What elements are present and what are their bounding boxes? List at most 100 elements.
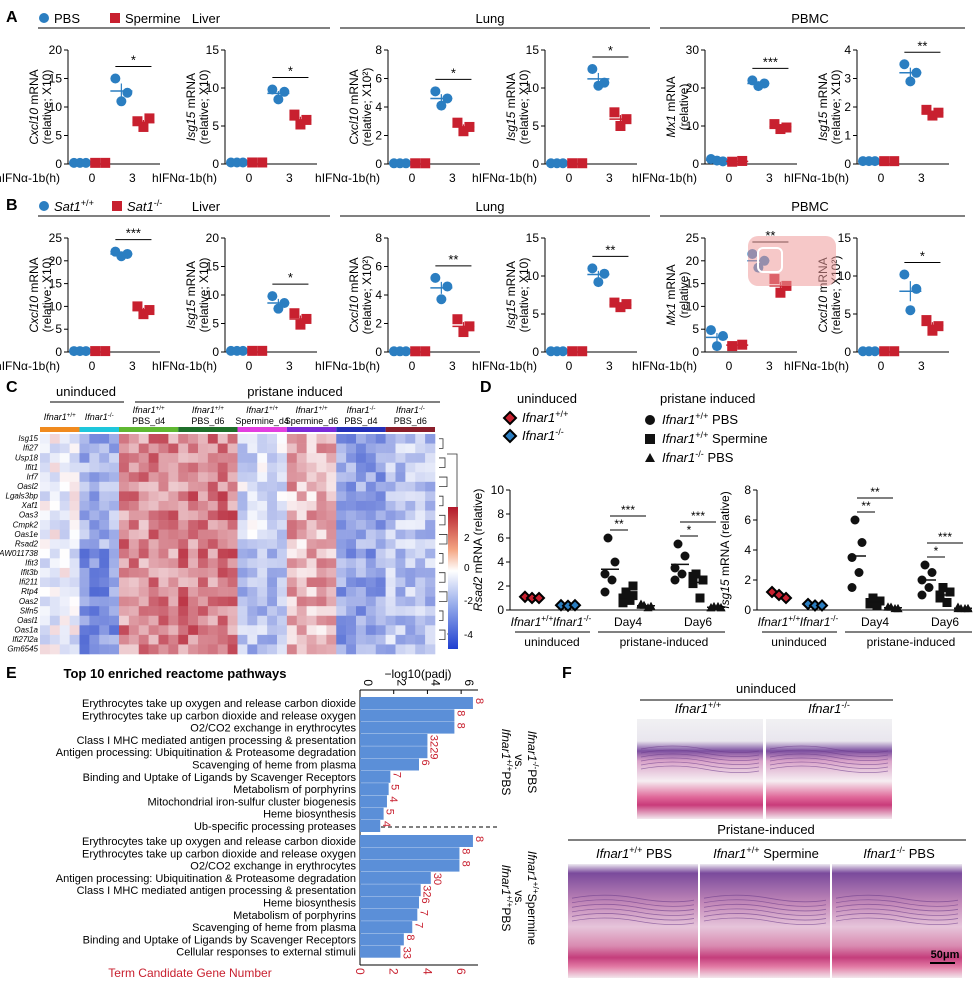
tissue-header: Lung	[476, 11, 505, 26]
y-tick-label: 15	[526, 43, 540, 57]
heatmap-cell	[188, 453, 199, 463]
y-tick-label: 5	[532, 119, 539, 133]
heatmap-cell	[99, 587, 110, 597]
y-tick-label: 15	[686, 277, 700, 291]
x-tick-label: 0	[89, 171, 96, 185]
heatmap-cell	[119, 481, 130, 492]
heatmap-cell	[277, 548, 288, 559]
data-point-square	[247, 345, 258, 356]
heatmap-cell	[336, 606, 347, 617]
y-tick-label: 5	[532, 307, 539, 321]
group-label: Ifnar1+/+	[192, 405, 224, 416]
heatmap-cell	[128, 606, 140, 617]
heatmap-cell	[306, 577, 317, 588]
heatmap-cell	[49, 434, 61, 444]
gene-count: 30	[431, 873, 443, 885]
data-point-circle	[587, 64, 598, 74]
heatmap-cell	[227, 606, 238, 617]
heatmap-cell	[188, 472, 199, 483]
heatmap-cell	[346, 606, 357, 617]
heatmap-cell	[158, 434, 169, 444]
dendrogram-branch	[439, 629, 446, 641]
heatmap-cell	[178, 529, 189, 540]
x-axis-label: hIFNα-1b(h)	[472, 359, 537, 373]
heatmap-cell	[257, 443, 268, 454]
data-point-circle	[850, 515, 860, 525]
x-tick-label: Day6	[931, 615, 959, 629]
heatmap-cell	[267, 606, 278, 617]
heatmap-cell	[198, 510, 209, 521]
heatmap-cell	[346, 587, 357, 597]
heatmap-cell	[336, 453, 347, 463]
heatmap-cell	[415, 434, 426, 444]
heatmap-cell	[267, 634, 278, 645]
scale-bar-label: 50μm	[931, 949, 960, 961]
heatmap-cell	[336, 634, 347, 645]
heatmap-cell	[59, 453, 70, 463]
heatmap-cell	[415, 567, 426, 578]
y-tick-label: 2	[744, 573, 751, 587]
heatmap-cell	[346, 558, 357, 569]
heatmap-cell	[79, 462, 90, 473]
heatmap-cell	[415, 596, 426, 607]
heatmap-cell	[59, 606, 70, 617]
legend-marker-circle	[39, 13, 49, 23]
heatmap-cell	[178, 625, 189, 636]
heatmap-cell	[346, 481, 357, 492]
heatmap-cell	[59, 539, 70, 550]
significance-stars: *	[131, 53, 136, 68]
heatmap-cell	[79, 587, 90, 597]
y-axis-label: Isg15 mRNA	[184, 73, 198, 141]
legend-marker-circle	[645, 415, 655, 425]
gene-label: Irf7	[26, 472, 38, 481]
heatmap-cell	[395, 453, 406, 463]
heatmap-cell	[59, 529, 70, 540]
heatmap-cell	[40, 577, 51, 588]
heatmap-cell	[128, 587, 140, 597]
bar	[360, 758, 419, 771]
heatmap-cell	[198, 539, 209, 550]
data-point-square	[289, 308, 300, 319]
heatmap-cell	[326, 500, 337, 511]
legend-label: Ifnar1+/+ PBS	[662, 411, 738, 427]
data-point-square	[921, 315, 932, 326]
heatmap-cell	[138, 615, 149, 626]
data-point-square	[100, 346, 111, 357]
heatmap-cell	[217, 634, 228, 645]
heatmap-cell	[148, 567, 159, 578]
heatmap-cell	[99, 481, 110, 492]
heatmap-cell	[306, 481, 317, 492]
heatmap-cell	[346, 596, 357, 607]
heatmap-cell	[69, 434, 80, 444]
x-tick-label: Day6	[684, 615, 712, 629]
heatmap-cell	[277, 481, 288, 492]
data-point-circle	[600, 587, 610, 597]
heatmap-cell	[405, 491, 416, 502]
heatmap-cell	[207, 596, 219, 607]
tissue-texture	[703, 899, 827, 907]
heatmap-cell	[89, 462, 100, 473]
heatmap-cell	[395, 520, 406, 530]
heatmap-cell	[128, 500, 140, 511]
y-tick-label: 15	[838, 231, 852, 245]
bar	[360, 820, 381, 832]
heatmap-cell	[395, 577, 406, 588]
heatmap-cell	[217, 481, 228, 492]
heatmap-cell	[49, 462, 61, 473]
panel-letter-c: C	[6, 379, 18, 396]
gene-label: Ifi27l2a	[12, 635, 38, 644]
heatmap-cell	[40, 481, 51, 492]
heatmap-cell	[119, 491, 130, 502]
significance-stars: ***	[763, 54, 778, 69]
data-point-circle	[557, 346, 568, 357]
heatmap-cell	[277, 539, 288, 550]
heatmap-cell	[158, 606, 169, 617]
heatmap-cell	[365, 529, 377, 540]
heatmap-cell	[257, 587, 268, 597]
term-label: Erythrocytes take up carbon dioxide and …	[82, 848, 356, 860]
gene-count: 32	[421, 885, 433, 897]
heatmap-cell	[395, 615, 406, 626]
heatmap-cell	[178, 558, 189, 569]
significance-stars: *	[920, 248, 925, 263]
